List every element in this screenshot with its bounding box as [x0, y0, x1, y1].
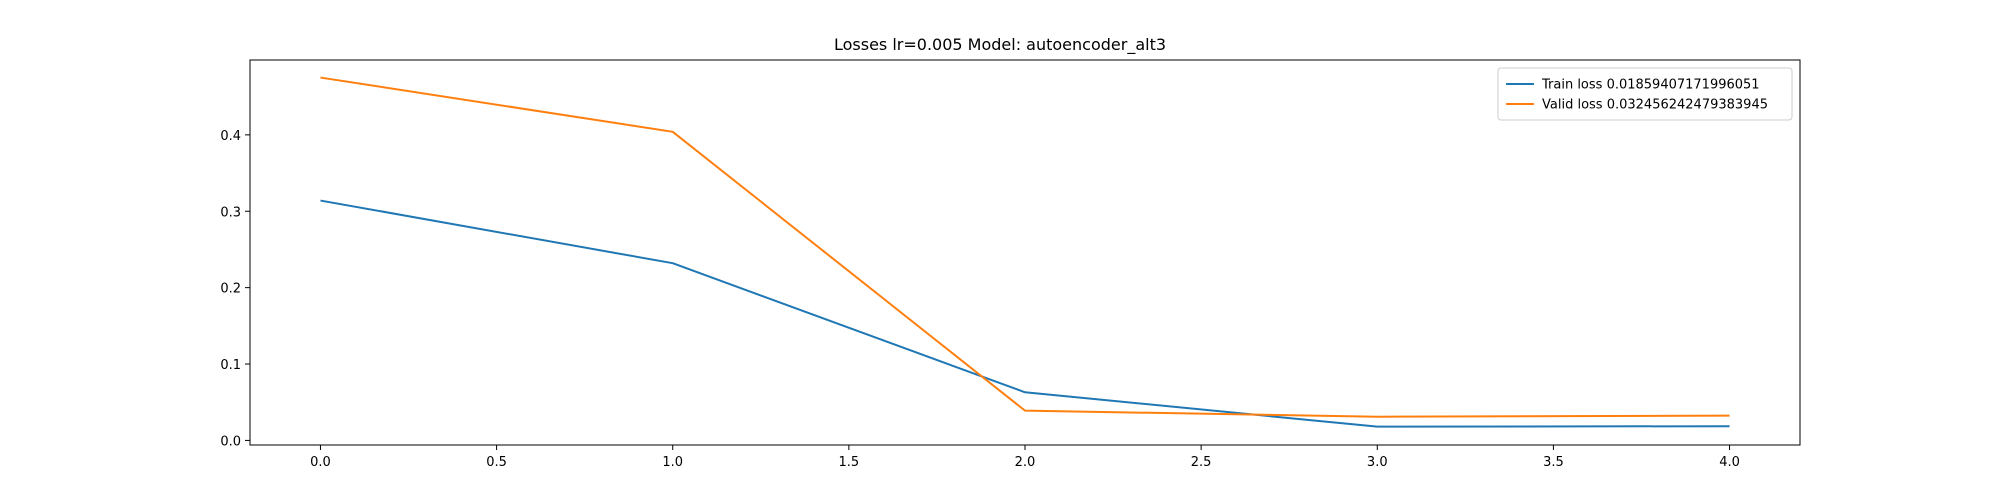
x-tick-label: 2.0: [1015, 455, 1036, 470]
y-tick-label: 0.1: [220, 358, 241, 373]
y-tick-label: 0.2: [220, 282, 241, 297]
chart-title: Losses lr=0.005 Model: autoencoder_alt3: [834, 35, 1166, 55]
x-tick-label: 4.0: [1719, 455, 1740, 470]
x-tick-label: 2.5: [1191, 455, 1212, 470]
plot-area: 0.0 0.5 1.0 1.5 2.0 2.5 3.0 3.5 4.0 0.0 0.1 0.2 0.3 0…: [220, 76, 1740, 470]
x-tick-label: 3.0: [1367, 455, 1388, 470]
x-tick-label: 1.0: [662, 455, 683, 470]
y-tick-label: 0.4: [220, 129, 241, 144]
x-tick-label: 0.5: [486, 455, 507, 470]
legend-label: Valid loss 0.032456242479383945: [1542, 98, 1768, 113]
legend-box: [1497, 67, 1793, 121]
x-tick-label: 0.0: [310, 455, 331, 470]
legend-label: Train loss 0.01859407171996051: [1541, 78, 1760, 93]
series-line-train-loss: [320, 199, 1730, 428]
legend: Train loss 0.01859407171996051 Valid loss…: [1497, 67, 1793, 121]
x-tick-label: 1.5: [839, 455, 860, 470]
plot-frame: [249, 59, 1801, 446]
y-tick-label: 0.3: [220, 205, 241, 220]
y-tick-label: 0.0: [220, 434, 241, 449]
series-line-valid-loss: [320, 76, 1730, 418]
x-tick-label: 3.5: [1543, 455, 1564, 470]
